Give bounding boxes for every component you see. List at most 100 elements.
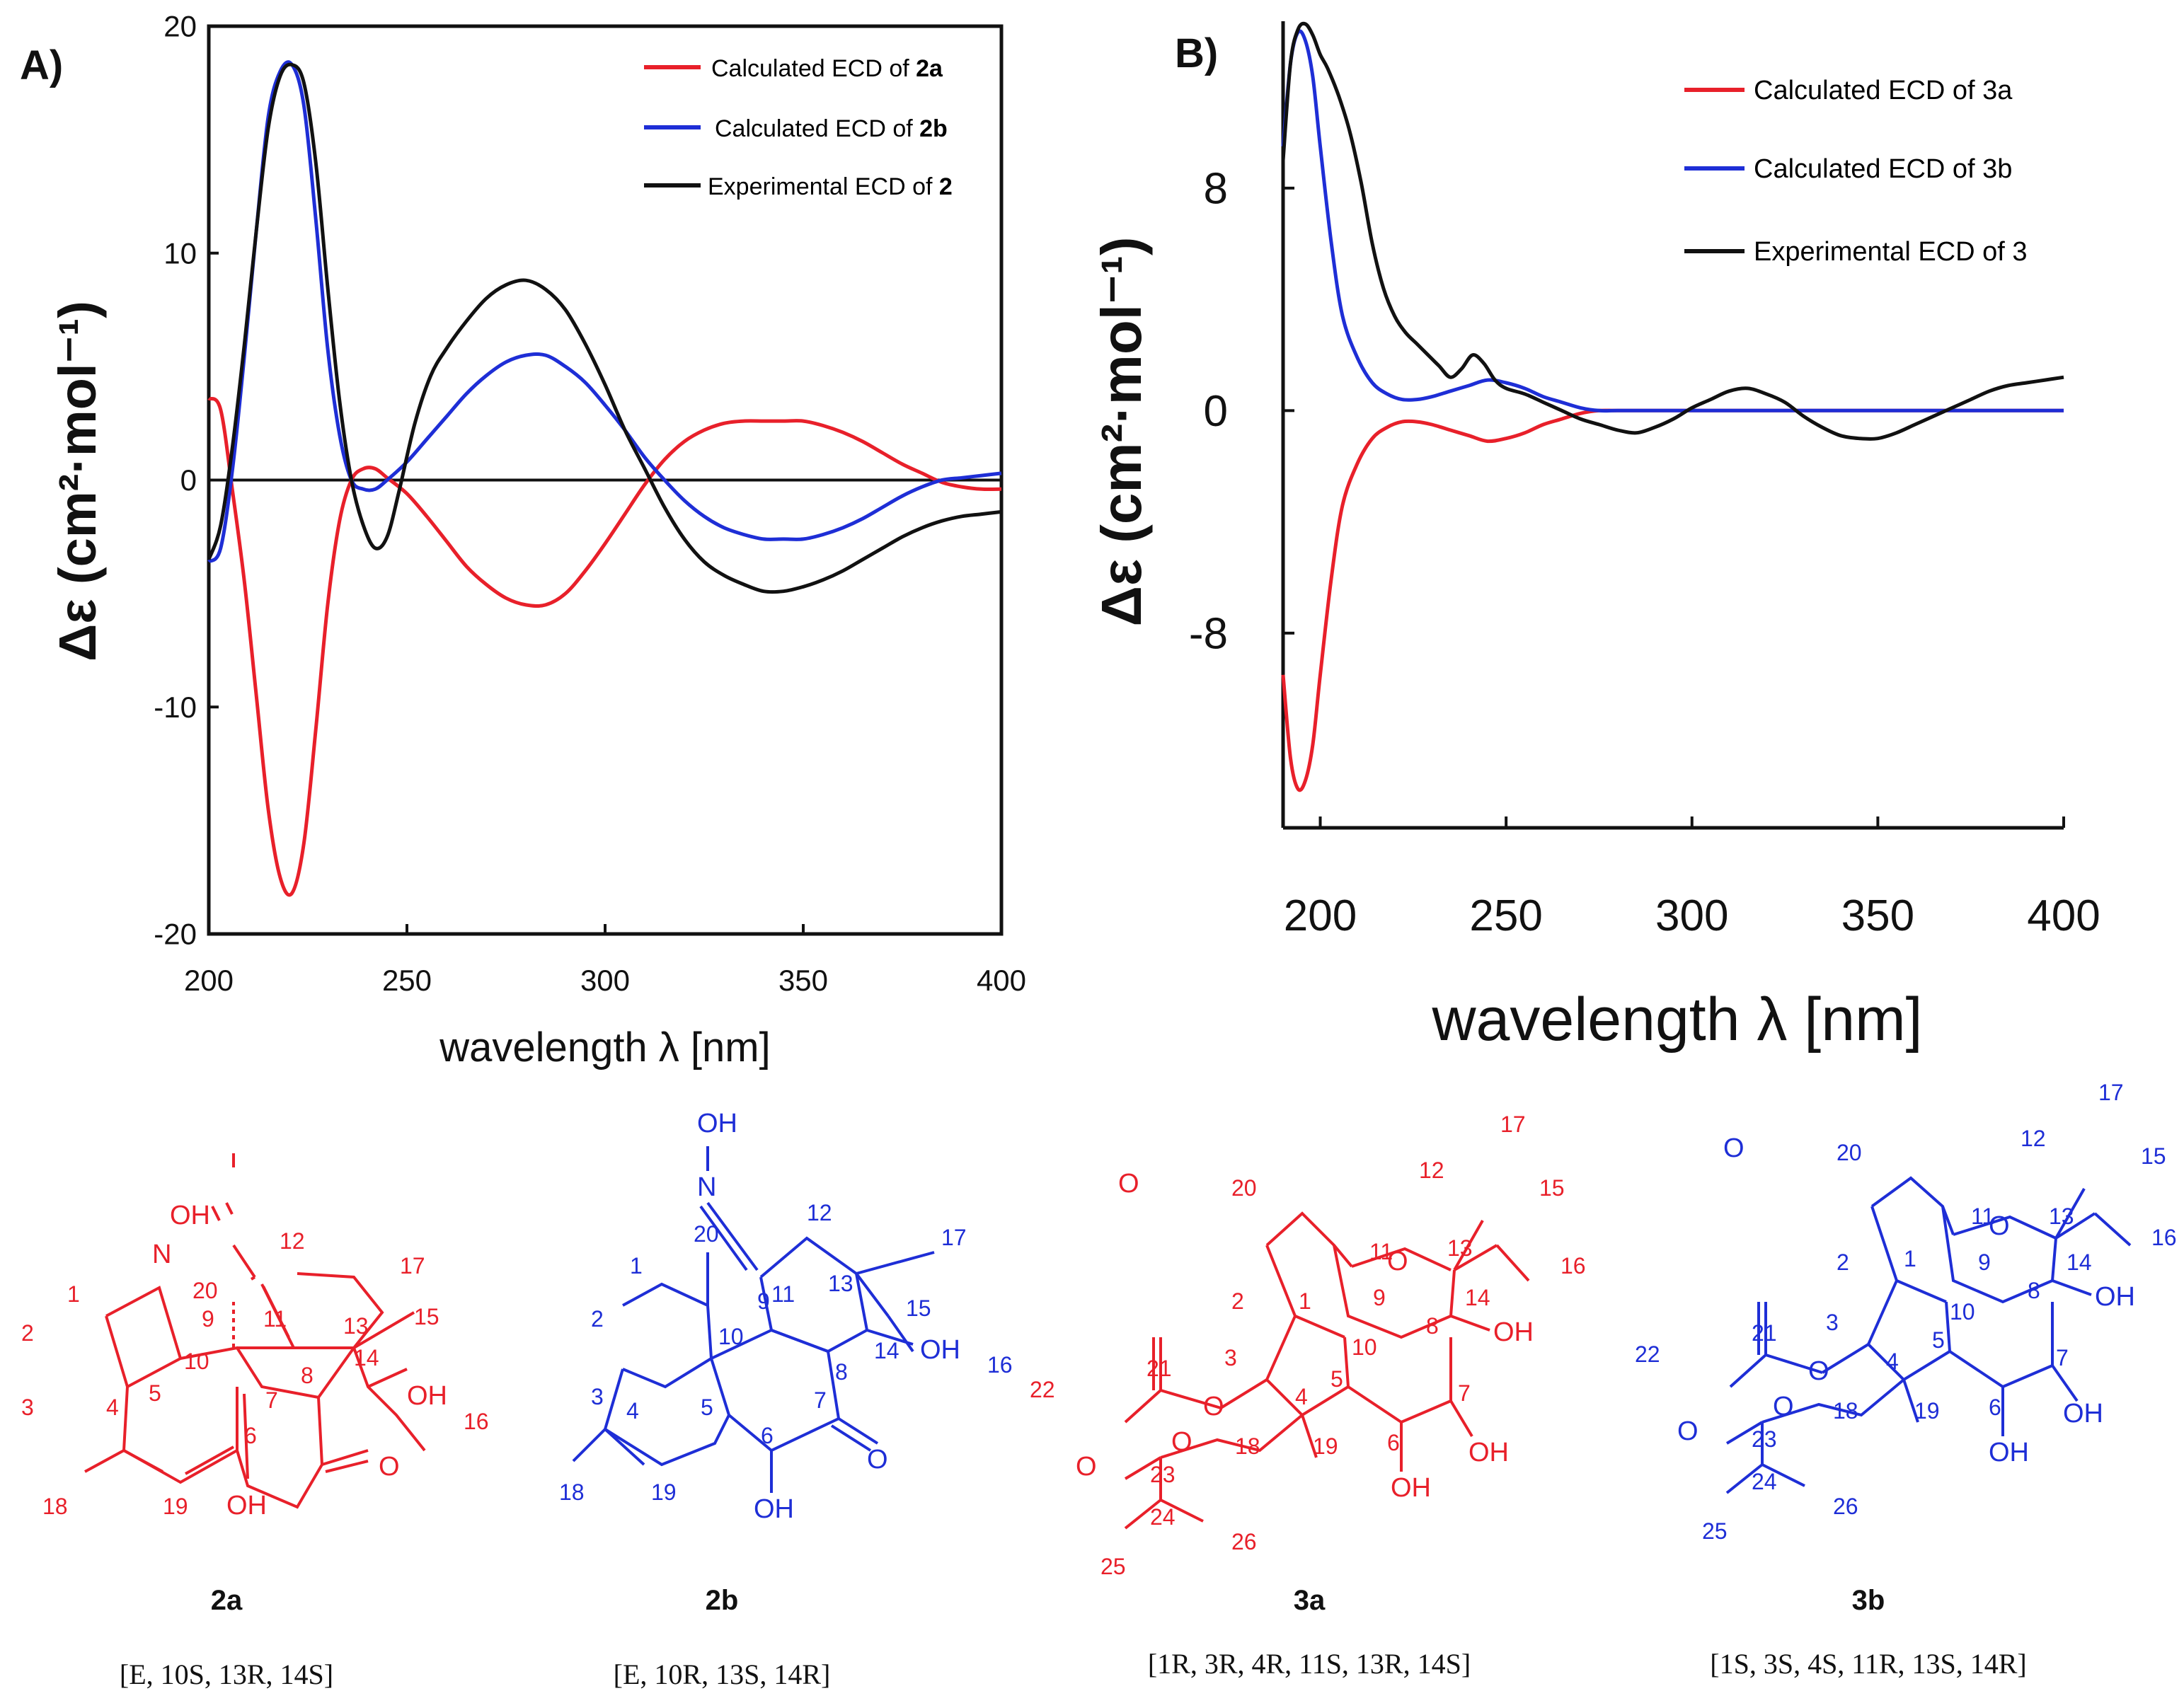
s2b-c9: 9 <box>757 1288 770 1314</box>
s3b-c12: 12 <box>2021 1126 2046 1151</box>
s2b-c15: 15 <box>906 1295 931 1321</box>
s2a-name: 2a <box>211 1585 243 1616</box>
s3a-c8: 8 <box>1426 1313 1439 1339</box>
y-tick-label: 0 <box>180 463 197 497</box>
s3b-o-ester-18: O <box>1773 1392 1794 1421</box>
panel-a-y-axis-label: Δε (cm²·mol⁻¹) <box>48 301 107 662</box>
s2b-c1: 1 <box>630 1253 643 1279</box>
s3b-c26: 26 <box>1833 1494 1858 1519</box>
s3a-c18: 18 <box>1235 1433 1260 1459</box>
s3a-c7: 7 <box>1458 1380 1471 1406</box>
s3a-c22: 22 <box>1030 1377 1055 1402</box>
s3b-c4: 4 <box>1886 1349 1899 1374</box>
s3b-o-carbonyl-21: O <box>1723 1133 1745 1163</box>
y-tick-label: -20 <box>154 918 197 951</box>
s3a-c6: 6 <box>1387 1430 1400 1455</box>
s2b-c11: 11 <box>771 1281 795 1307</box>
structure-3a: O 1 2 3 4 5 6 7 8 9 10 11 12 13 14 15 16… <box>1030 1112 1586 1579</box>
s2a-c15: 15 <box>414 1304 439 1329</box>
s3a-c20: 20 <box>1231 1175 1257 1201</box>
s3a-c11: 11 <box>1369 1239 1393 1264</box>
s2a-c17: 17 <box>400 1253 425 1279</box>
y-tick-label: 0 <box>1204 387 1228 436</box>
s3a-o-ester-3: O <box>1203 1392 1224 1421</box>
x-tick-label: 200 <box>184 964 234 997</box>
s2a-n: N <box>152 1240 171 1269</box>
s3a-o-carbonyl-23: O <box>1076 1452 1097 1482</box>
y-tick-label: -10 <box>154 691 197 724</box>
s2b-c6: 6 <box>761 1423 774 1448</box>
s3b-c25: 25 <box>1702 1518 1728 1544</box>
s3b-c20: 20 <box>1837 1140 1862 1165</box>
s2a-c11: 11 <box>263 1306 287 1332</box>
s3a-c4: 4 <box>1295 1384 1308 1409</box>
s3a-c17: 17 <box>1500 1112 1526 1137</box>
s3b-c11: 11 <box>1971 1204 1994 1229</box>
s3a-config: [1R, 3R, 4R, 11S, 13R, 14S] <box>1148 1648 1471 1680</box>
s2a-c5: 5 <box>149 1380 161 1406</box>
s3a-c3: 3 <box>1224 1345 1237 1370</box>
legend-a-label-2a: Calculated ECD of 2a <box>711 55 943 82</box>
s3a-c24: 24 <box>1150 1504 1176 1530</box>
s2b-oh-top: OH <box>697 1109 737 1138</box>
x-tick-label: 400 <box>977 964 1026 997</box>
s2a-c12: 12 <box>280 1228 305 1254</box>
s2a-c8: 8 <box>301 1363 314 1388</box>
s2a-c13: 13 <box>343 1313 369 1339</box>
s3b-c3: 3 <box>1826 1310 1839 1335</box>
y-tick-label: 20 <box>163 10 197 43</box>
s3a-c5: 5 <box>1330 1366 1343 1392</box>
structure-2a: OH N 1 2 3 4 5 6 7 8 9 10 11 12 13 14 15… <box>21 1153 489 1520</box>
panel-a-legend: Calculated ECD of 2a Calculated ECD of 2… <box>644 55 953 200</box>
s3b-config: [1S, 3S, 4S, 11R, 13S, 14R] <box>1710 1648 2027 1680</box>
s3a-c26: 26 <box>1231 1529 1257 1554</box>
series-line-b-2 <box>1281 21 2064 441</box>
s2a-oh-6: OH <box>226 1491 267 1520</box>
s2a-c7: 7 <box>265 1387 278 1413</box>
s3a-c25: 25 <box>1100 1554 1126 1579</box>
s2b-c13: 13 <box>828 1271 854 1296</box>
s2b-c2: 2 <box>591 1306 604 1332</box>
panel-a-x-axis-label: wavelength λ [nm] <box>439 1025 770 1070</box>
x-tick-label: 350 <box>1841 891 1914 940</box>
series-line-a-0 <box>207 396 1002 897</box>
s2b-c14: 14 <box>874 1338 900 1363</box>
y-tick-label: -8 <box>1189 610 1228 659</box>
s3b-c23: 23 <box>1752 1426 1777 1452</box>
panel-a-chart: A) 20 10 0 -10 -20 200 250 300 350 400 wavelengt… <box>20 10 1026 1070</box>
s2b-c10: 10 <box>718 1324 744 1349</box>
s3a-c19: 19 <box>1313 1433 1338 1459</box>
x-tick-label: 350 <box>778 964 828 997</box>
s2b-c19: 19 <box>651 1479 677 1505</box>
s2a-c4: 4 <box>106 1395 119 1420</box>
panel-b-chart: B) 8 0 -8 200 250 300 350 400 wavelength λ [nm… <box>1090 21 2100 1054</box>
s3b-c16: 16 <box>2151 1225 2177 1250</box>
legend-a-label-2b: Calculated ECD of 2b <box>715 115 948 142</box>
y-tick-label: 10 <box>163 236 197 270</box>
s3a-c2: 2 <box>1231 1288 1244 1314</box>
s3b-c17: 17 <box>2098 1080 2124 1105</box>
legend-a-label-2: Experimental ECD of 2 <box>708 173 953 200</box>
s3a-c21: 21 <box>1146 1356 1172 1381</box>
s2b-c16: 16 <box>987 1352 1013 1378</box>
series-line-a-2 <box>207 62 1002 594</box>
x-tick-label: 200 <box>1284 891 1357 940</box>
panel-b-legend: Calculated ECD of 3a Calculated ECD of 3… <box>1684 76 2028 267</box>
s3b-c24: 24 <box>1752 1469 1777 1494</box>
s2a-c9: 9 <box>202 1306 214 1332</box>
s3a-c10: 10 <box>1352 1334 1377 1360</box>
s3b-c18: 18 <box>1833 1398 1858 1424</box>
s2b-c20: 20 <box>694 1221 719 1247</box>
s2b-oh-14: OH <box>920 1335 960 1365</box>
s2a-c20: 20 <box>192 1278 218 1303</box>
panel-b-label: B) <box>1175 30 1218 76</box>
s3b-c6: 6 <box>1989 1395 2001 1420</box>
s2b-config: [E, 10R, 13S, 14R] <box>614 1658 831 1690</box>
s3a-o-ring: O <box>1387 1247 1408 1276</box>
s3b-name: 3b <box>1852 1585 1885 1616</box>
s2b-c18: 18 <box>559 1479 585 1505</box>
s3a-c1: 1 <box>1299 1288 1311 1314</box>
s2b-c4: 4 <box>626 1398 639 1424</box>
s2b-c17: 17 <box>941 1225 967 1250</box>
s3b-oh-6: OH <box>1989 1438 2029 1467</box>
